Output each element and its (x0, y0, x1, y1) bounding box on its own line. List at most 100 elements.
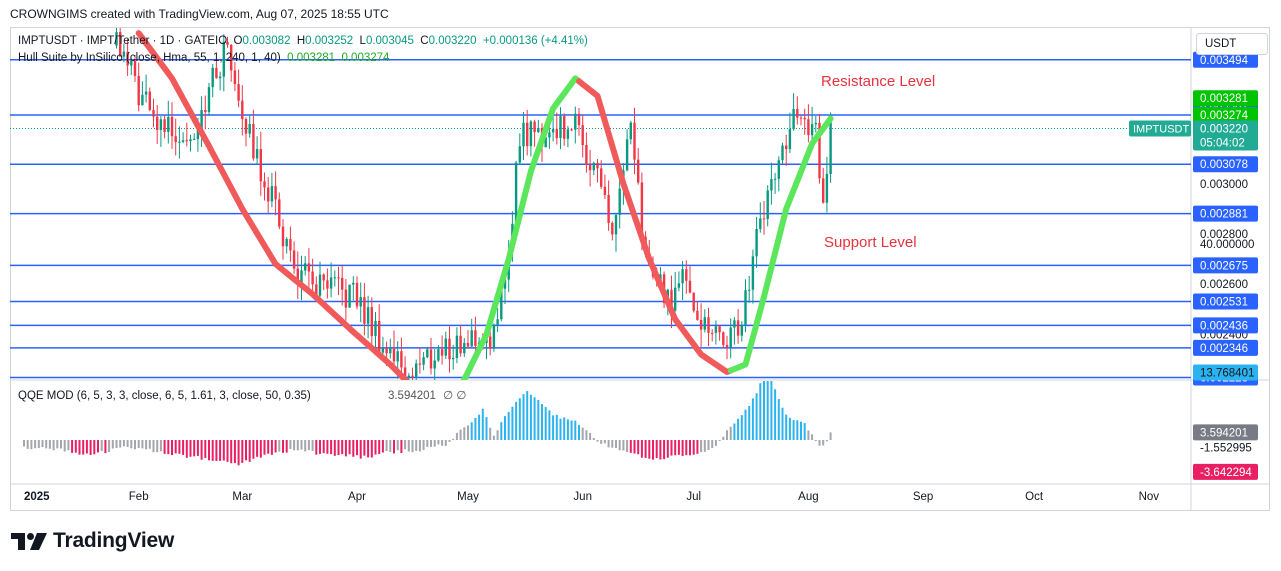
qqe-histogram-bar (603, 440, 606, 444)
qqe-histogram-bar (681, 440, 684, 456)
qqe-histogram-bar (200, 440, 203, 460)
qqe-histogram-bar (600, 440, 603, 444)
time-axis-label: May (457, 491, 479, 503)
qqe-histogram-bar (126, 440, 129, 447)
candle-body (407, 375, 410, 378)
low-value: 0.003045 (365, 35, 414, 47)
candle-body (159, 119, 163, 130)
qqe-histogram-bar (322, 440, 325, 454)
hull-suite-band (135, 30, 410, 380)
hull-suite-band (576, 78, 734, 376)
qqe-histogram-bar (381, 440, 384, 453)
qqe-histogram-bar (822, 440, 825, 446)
qqe-histogram-bar (215, 440, 218, 461)
candle-body (348, 284, 351, 308)
candle-body (200, 110, 203, 130)
qqe-histogram-bar (159, 440, 162, 452)
qqe-histogram-bar (63, 440, 66, 452)
candle-body (526, 122, 529, 147)
qqe-histogram-bar (48, 440, 51, 449)
qqe-histogram-bar (555, 414, 558, 440)
qqe-histogram-bar (648, 440, 651, 459)
candle-body (559, 116, 562, 139)
qqe-axis-tick: 40.000000 (1200, 239, 1254, 251)
qqe-histogram-bar (293, 440, 296, 451)
symbol-legend[interactable]: IMPTUSDT · IMPT/Tether · 1D · GATEIO O0.… (18, 35, 588, 47)
support-level-annotation: Support Level (824, 234, 917, 251)
qqe-histogram-bar (196, 440, 199, 456)
resistance-level-annotation: Resistance Level (821, 73, 935, 90)
qqe-histogram-bar (330, 440, 333, 455)
qqe-histogram-bar (393, 440, 395, 454)
qqe-histogram-bar (263, 440, 266, 455)
chart-frame (10, 27, 1270, 511)
candle-body (692, 292, 695, 311)
qqe-histogram-bar (389, 440, 392, 453)
candle-body (300, 270, 303, 285)
qqe-histogram-bar (825, 440, 828, 442)
qqe-histogram-bar (30, 440, 33, 450)
qqe-histogram-bar (222, 440, 225, 461)
qqe-histogram-bar (26, 440, 29, 449)
candle-body (607, 194, 610, 223)
candle-body (355, 282, 359, 307)
candle-body (703, 317, 706, 330)
candle-body (740, 325, 743, 336)
candle-body (133, 60, 137, 76)
hull-badge-green-bg (1193, 90, 1258, 107)
hull-legend[interactable]: Hull Suite by InSilico (close, Hma, 55, … (18, 52, 389, 64)
qqe-histogram-bar (344, 440, 347, 457)
candle-body (500, 288, 503, 320)
qqe-histogram-bar (515, 401, 518, 440)
candle-body (574, 113, 577, 130)
time-axis-label: Nov (1139, 491, 1160, 503)
candle-body (788, 129, 792, 150)
candle-body (259, 149, 262, 182)
candle-body (141, 94, 144, 106)
qqe-histogram-bar (685, 440, 688, 456)
candle-body (237, 84, 240, 101)
open-label: O (233, 35, 243, 47)
candle-body (292, 250, 296, 269)
qqe-badge-red-bg (1193, 463, 1258, 480)
tradingview-brand[interactable]: TradingView (11, 529, 174, 553)
candle-body (174, 136, 177, 143)
candle-body (215, 67, 218, 79)
qqe-histogram-bar (219, 440, 222, 461)
candle-body (122, 51, 126, 57)
candle-body (796, 108, 799, 118)
time-axis-label: Mar (232, 491, 252, 503)
qqe-histogram-bar (655, 440, 658, 459)
currency-selector[interactable]: USDT (1196, 33, 1268, 55)
candle-body (722, 332, 725, 345)
qqe-histogram-bar (766, 381, 769, 440)
qqe-histogram-bar (729, 426, 732, 440)
candle-body (363, 297, 366, 324)
qqe-histogram-bar (367, 440, 370, 458)
candle-body (170, 116, 174, 137)
qqe-histogram-bar (444, 440, 447, 446)
candle-body (267, 187, 270, 202)
qqe-histogram-bar (492, 435, 495, 440)
qqe-histogram-bar (256, 440, 259, 457)
qqe-histogram-bar (518, 398, 521, 440)
qqe-histogram-bar (478, 414, 481, 440)
candle-body (492, 324, 496, 349)
qqe-legend[interactable]: QQE MOD (6, 5, 3, 3, close, 6, 5, 1.61, … (18, 388, 466, 402)
qqe-histogram-bar (529, 394, 532, 440)
candle-body (326, 280, 329, 289)
qqe-histogram-bar (378, 440, 381, 455)
candle-body (592, 162, 595, 171)
qqe-histogram-bar (415, 440, 418, 451)
candle-body (688, 280, 692, 293)
qqe-histogram-bar (677, 440, 680, 455)
candle-body (400, 351, 403, 368)
candle-body (503, 279, 507, 289)
qqe-histogram-bar (259, 440, 262, 458)
candle-body (233, 70, 237, 85)
countdown-badge: 05:04:02 (1200, 138, 1245, 150)
candle-body (718, 326, 721, 333)
hull-value-1: 0.003281 (287, 52, 336, 64)
brand-name: TradingView (53, 529, 175, 552)
